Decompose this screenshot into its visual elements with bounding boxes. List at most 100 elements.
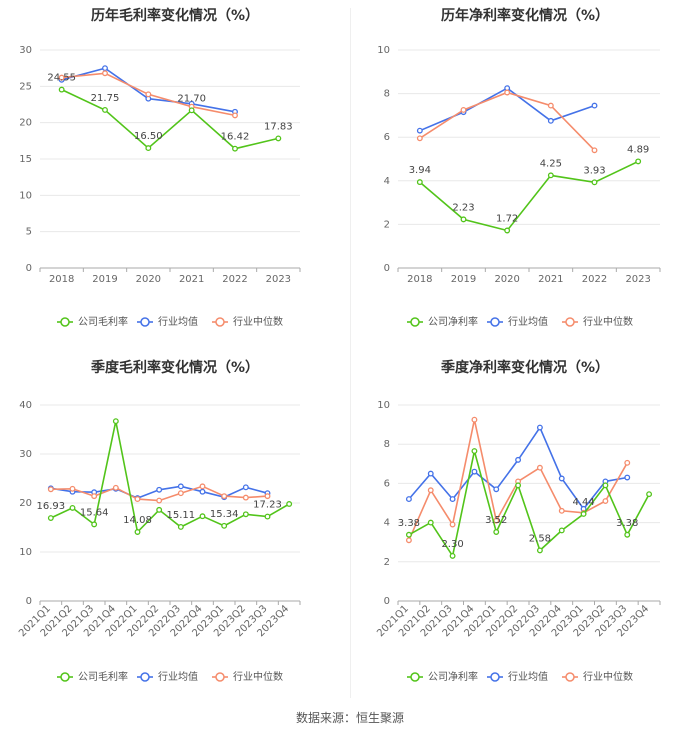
series-point-0 bbox=[504, 227, 511, 234]
legend-marker bbox=[410, 672, 420, 682]
data-label: 3.38 bbox=[398, 518, 420, 529]
data-label: 17.83 bbox=[264, 121, 293, 132]
data-label: 4.44 bbox=[572, 497, 594, 508]
series-point-0 bbox=[547, 172, 554, 179]
series-point-1 bbox=[515, 456, 522, 463]
chart-annual-gross-margin: 历年毛利率变化情况（%） 0 5 10 15 20 25 30 2018 2019 2020 2021… bbox=[0, 0, 350, 354]
y-tick-label: 10 bbox=[377, 400, 390, 411]
data-label: 4.25 bbox=[540, 158, 562, 169]
series-point-2 bbox=[102, 70, 108, 77]
series-point-0 bbox=[112, 418, 119, 425]
x-tick-label: 2023 bbox=[625, 274, 650, 285]
series-line-2 bbox=[419, 91, 596, 151]
legend-marker bbox=[140, 317, 150, 327]
series-point-2 bbox=[449, 521, 456, 528]
data-source-footer: 数据来源：恒生聚源 bbox=[295, 711, 404, 725]
series-point-1 bbox=[558, 475, 565, 482]
series-point-1 bbox=[242, 484, 249, 491]
series-point-2 bbox=[602, 498, 609, 504]
series-point-0 bbox=[145, 145, 152, 152]
y-tick-label: 8 bbox=[384, 439, 390, 450]
y-tick-label: 2 bbox=[384, 219, 390, 230]
y-tick-label: 0 bbox=[384, 263, 390, 274]
series-point-0 bbox=[199, 513, 206, 520]
data-label: 3.52 bbox=[485, 515, 507, 526]
series-point-2 bbox=[547, 102, 554, 109]
legend-label: 公司净利率 bbox=[428, 670, 478, 683]
y-tick-label: 20 bbox=[19, 118, 32, 129]
data-label: 2.58 bbox=[529, 533, 551, 544]
annual-net-margin-svg: 历年净利率变化情况（%） 0 2 4 6 8 10 2018 2019 2020 2021 2022 2… bbox=[377, 7, 661, 328]
series-point-2 bbox=[460, 106, 467, 113]
x-tick-label: 2018 bbox=[407, 274, 432, 285]
series-point-1 bbox=[536, 424, 543, 431]
series-point-1 bbox=[102, 65, 108, 72]
series-point-2 bbox=[47, 486, 54, 493]
series-point-1 bbox=[177, 483, 184, 490]
chart-annual-net-margin: 历年净利率变化情况（%） 0 2 4 6 8 10 2018 2019 2020 2021 2022 2… bbox=[350, 0, 700, 354]
series-point-0 bbox=[580, 511, 587, 517]
series-point-0 bbox=[156, 506, 163, 513]
series-point-0 bbox=[635, 158, 642, 165]
y-tick-label: 30 bbox=[19, 449, 32, 460]
series-point-2 bbox=[416, 135, 423, 142]
annual-gross-margin-svg: 历年毛利率变化情况（%） 0 5 10 15 20 25 30 2018 2019 2020 2021… bbox=[19, 7, 301, 328]
series-point-1 bbox=[427, 470, 434, 477]
series-point-0 bbox=[232, 145, 238, 152]
chart-title: 历年毛利率变化情况（%） bbox=[91, 7, 259, 24]
legend-label: 行业均值 bbox=[158, 670, 198, 683]
series-point-2 bbox=[405, 537, 412, 544]
y-tick-label: 20 bbox=[19, 498, 32, 509]
legend-label: 行业均值 bbox=[508, 670, 548, 683]
series-point-1 bbox=[416, 127, 423, 134]
x-tick-label: 2022 bbox=[582, 274, 607, 285]
data-label: 3.38 bbox=[616, 518, 638, 529]
y-tick-label: 2 bbox=[384, 557, 390, 568]
series-point-2 bbox=[232, 112, 238, 119]
y-tick-label: 5 bbox=[26, 227, 32, 238]
series-point-2 bbox=[427, 487, 434, 494]
data-label: 15.64 bbox=[80, 507, 109, 518]
y-tick-label: 4 bbox=[384, 518, 390, 529]
series-point-2 bbox=[558, 507, 565, 514]
x-tick-label: 2020 bbox=[136, 274, 161, 285]
series-line-0 bbox=[408, 450, 650, 558]
series-point-0 bbox=[558, 527, 565, 534]
series-point-0 bbox=[493, 529, 500, 535]
series-point-0 bbox=[286, 501, 293, 507]
data-label: 24.55 bbox=[47, 73, 76, 84]
data-label: 15.34 bbox=[210, 509, 239, 520]
series-point-2 bbox=[91, 493, 98, 500]
legend-label: 行业中位数 bbox=[583, 670, 633, 683]
chart-title: 历年净利率变化情况（%） bbox=[441, 7, 609, 24]
data-label: 2.23 bbox=[452, 202, 474, 213]
data-label: 21.70 bbox=[177, 93, 206, 104]
series-line-0 bbox=[50, 421, 290, 534]
y-tick-label: 30 bbox=[19, 45, 32, 56]
series-point-2 bbox=[591, 147, 598, 154]
y-tick-label: 8 bbox=[384, 89, 390, 100]
legend-marker bbox=[490, 672, 500, 682]
legend-marker bbox=[565, 672, 575, 682]
series-point-1 bbox=[199, 488, 206, 495]
chart-quarterly-gross-margin: 季度毛利率变化情况（%） 0 10 20 30 40 2021Q1 2021Q2 2021Q3 2… bbox=[0, 350, 350, 704]
y-tick-label: 4 bbox=[384, 176, 390, 187]
series-point-2 bbox=[471, 416, 478, 423]
series-point-0 bbox=[602, 482, 609, 489]
legend-label: 公司毛利率 bbox=[78, 670, 128, 683]
data-label: 16.42 bbox=[221, 132, 250, 143]
legend-marker bbox=[410, 317, 420, 327]
series-point-0 bbox=[47, 515, 54, 521]
series-point-0 bbox=[242, 511, 249, 518]
series-point-0 bbox=[416, 179, 423, 186]
series-point-0 bbox=[177, 524, 184, 530]
series-point-0 bbox=[69, 504, 76, 511]
y-tick-label: 0 bbox=[384, 596, 390, 607]
series-point-0 bbox=[591, 179, 598, 186]
series-point-2 bbox=[145, 91, 152, 98]
legend-marker bbox=[490, 317, 500, 327]
series-point-2 bbox=[264, 493, 271, 500]
series-point-2 bbox=[156, 497, 163, 504]
x-tick-label: 2021 bbox=[179, 274, 204, 285]
series-point-1 bbox=[624, 474, 631, 481]
